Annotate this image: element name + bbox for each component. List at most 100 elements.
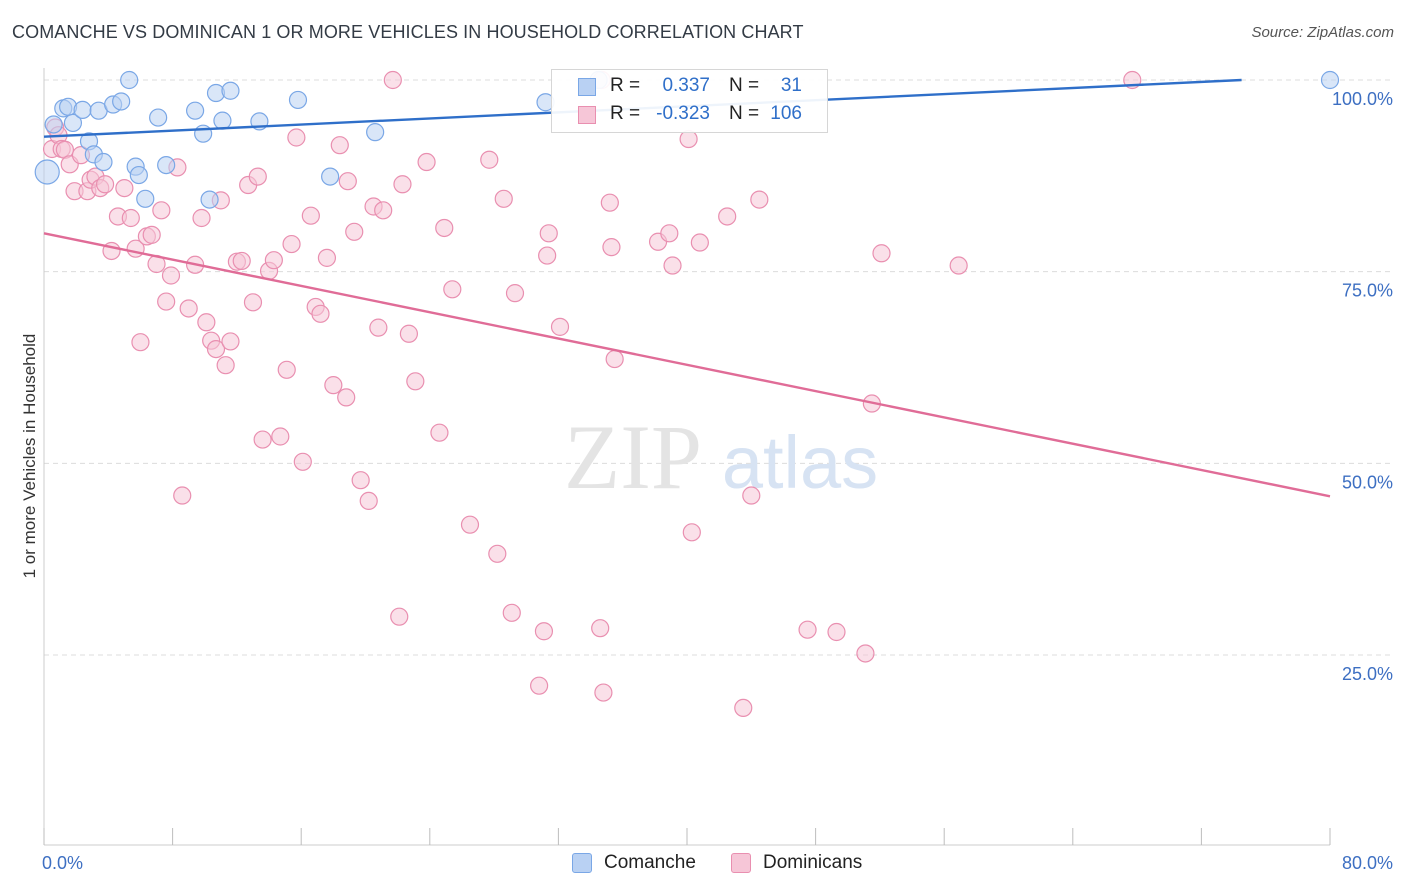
comanche-point [44,115,63,134]
stats-legend: R = 0.337 N = 31 R = -0.323 N = 106 [551,69,828,133]
dominicans-point [142,225,161,244]
comanche-point [112,92,131,111]
dominicans-point [488,544,507,563]
dominicans-point [505,284,525,303]
legend-label-dominicans: Dominicans [763,852,863,873]
legend-r-value: -0.323 [656,103,710,124]
series-dominicans [42,70,1142,718]
watermark: ZIP atlas [564,406,878,508]
dominicans-point [324,376,343,395]
comanche-point [366,123,385,142]
dominicans-point [131,333,150,352]
comanche-point [157,156,176,175]
y-axis-title: 1 or more Vehicles in Household [20,334,39,579]
dominicans-point [383,70,402,90]
comanche-point [149,108,168,127]
dominicans-point [393,175,412,194]
dominicans-point [271,427,290,446]
dominicans-point [374,201,393,220]
legend-row-dominicans: R = -0.323 N = 106 [552,100,827,130]
dominicans-point [734,698,753,718]
dominicans-point [605,349,624,369]
dominicans-point [949,256,968,275]
dominicans-point [679,129,698,149]
dominicans-point [337,388,356,407]
dominicans-point [152,201,171,220]
comanche-point [34,159,60,185]
dominicans-point [264,251,283,270]
comanche-point [73,100,92,120]
source-credit: Source: ZipAtlas.com [1251,24,1394,41]
comanche-point [186,101,205,120]
dominicans-point [243,293,263,312]
dominicans-point [460,515,480,534]
dominicans-point [798,620,817,639]
dominicans-point [600,193,619,212]
dominicans-point [330,136,349,155]
y-tick-label: 25.0% [1342,664,1393,684]
axes [43,68,1331,846]
dominicans-point [742,486,761,505]
dominicans-point [301,206,320,225]
legend-n-value: 106 [770,103,802,124]
dominicans-point [417,152,436,172]
dominicans-point [872,244,891,263]
dominicans-point [480,150,499,169]
dominicans-point [317,248,337,267]
comanche-point [94,152,113,172]
dominicans-point [277,360,296,379]
dominicans-point [539,224,558,243]
legend-swatch-comanche [578,78,596,96]
dominicans-trend-line [43,232,1331,498]
comanche-point [321,167,340,186]
dominicans-point [550,317,570,336]
legend-n-value: 31 [780,75,802,96]
dominicans-point [856,644,875,663]
dominicans-point [248,167,267,186]
comanche-point [213,111,232,130]
legend-r-label: R = [610,75,641,96]
dominicans-point [660,224,679,243]
comanche-point [129,165,148,185]
dominicans-point [232,251,251,271]
tick-labels: 100.0% 75.0% 50.0% 25.0% 0.0% 80.0% [42,89,1393,873]
y-tick-label: 50.0% [1342,472,1393,492]
dominicans-point [494,189,513,208]
comanche-point [120,70,139,90]
dominicans-point [435,218,454,238]
dominicans-point [399,324,419,343]
legend-swatch-comanche [572,853,592,873]
dominicans-point [750,190,769,209]
dominicans-point [663,256,682,275]
dominicans-point [369,318,388,337]
dominicans-point [197,313,216,332]
legend-label-comanche: Comanche [604,852,696,873]
dominicans-point [161,266,181,285]
dominicans-point [406,372,425,391]
legend-row-comanche: R = 0.337 N = 31 [552,72,827,102]
legend-r-label: R = [610,103,641,124]
comanche-point [136,189,155,208]
dominicans-point [502,603,521,622]
y-tick-label: 75.0% [1342,281,1393,301]
dominicans-point [602,238,621,257]
dominicans-point [338,172,357,191]
dominicans-point [594,683,613,702]
dominicans-point [115,179,134,198]
chart-title: COMANCHE VS DOMINICAN 1 OR MORE VEHICLES… [12,22,804,42]
dominicans-point [157,292,176,311]
dominicans-point [359,491,378,510]
x-tick-label-max: 80.0% [1342,853,1393,873]
dominicans-point [282,234,301,254]
dominicans-point [287,128,306,147]
dominicans-point [718,207,737,226]
dominicans-point [293,452,312,471]
legend-swatch-dominicans [731,853,751,873]
dominicans-point [173,486,192,505]
y-tick-label: 100.0% [1332,89,1393,109]
dominicans-point [690,233,709,252]
dominicans-point [95,175,115,194]
dominicans-point [216,356,235,375]
dominicans-point [443,280,462,299]
dominicans-point [538,246,557,265]
